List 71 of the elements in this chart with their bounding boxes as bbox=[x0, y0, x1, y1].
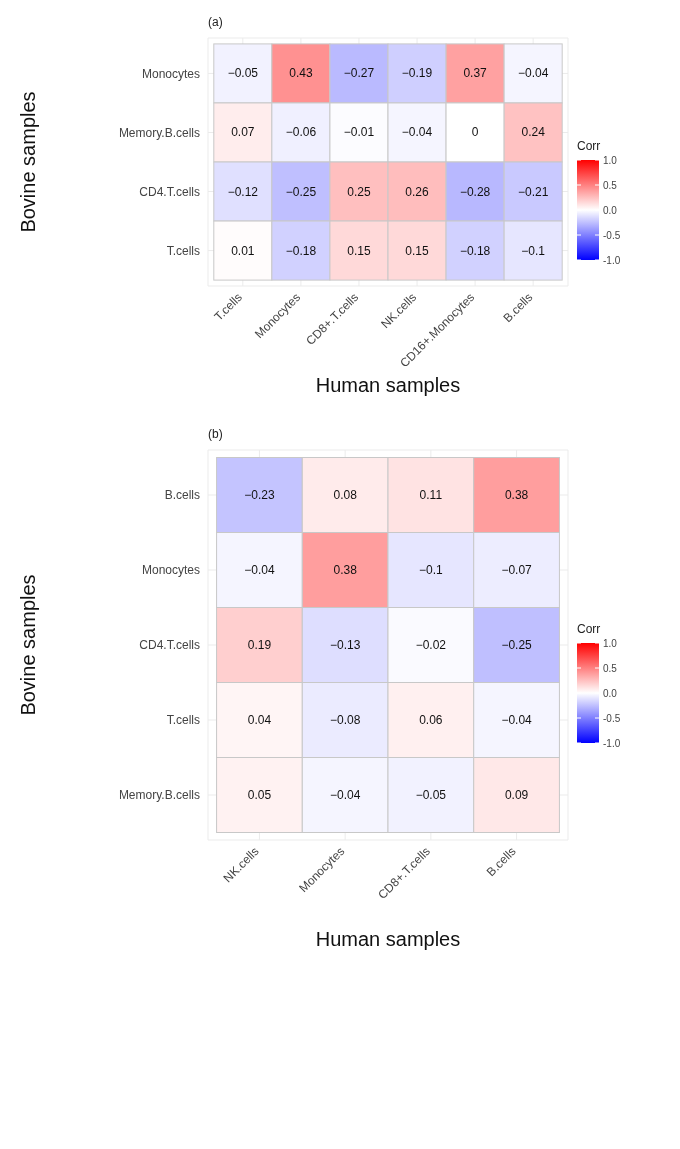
data-label: −0.1 bbox=[521, 243, 546, 258]
data-label: −0.05 bbox=[415, 788, 447, 802]
chart-title: (a) bbox=[208, 15, 223, 29]
data-label: −0.02 bbox=[415, 638, 447, 652]
data-label: −0.13 bbox=[329, 638, 361, 652]
color-bar-label: -1.0 bbox=[603, 738, 621, 749]
color-bar-label: 1.0 bbox=[603, 155, 618, 166]
color-bar-label: 0.5 bbox=[603, 663, 618, 674]
data-label: 0.07 bbox=[231, 125, 255, 140]
data-label: 0 bbox=[471, 125, 479, 140]
data-label: −0.25 bbox=[501, 638, 533, 652]
data-label: −0.18 bbox=[459, 243, 491, 258]
color-bar-title: Corr bbox=[577, 622, 601, 636]
data-label: 0.25 bbox=[347, 184, 371, 199]
data-label: −0.04 bbox=[244, 563, 275, 577]
data-label: −0.07 bbox=[501, 563, 533, 577]
y-tick-label: B.cells bbox=[164, 488, 200, 503]
color-bar-label: 1.0 bbox=[603, 638, 618, 649]
y-tick-label: CD4.T.cells bbox=[139, 184, 200, 199]
y-tick-label: T.cells bbox=[166, 713, 200, 728]
x-axis-title: Human samples bbox=[315, 374, 461, 396]
y-tick-label: Monocytes bbox=[141, 66, 200, 81]
y-tick-label: T.cells bbox=[166, 243, 200, 258]
data-label: −0.04 bbox=[329, 788, 361, 802]
data-label: 0.24 bbox=[521, 125, 546, 140]
y-tick-label: Monocytes bbox=[141, 563, 200, 578]
data-label: −0.06 bbox=[285, 125, 317, 140]
data-label: 0.15 bbox=[347, 243, 371, 258]
data-label: 0.37 bbox=[463, 66, 488, 81]
data-label: −0.04 bbox=[401, 125, 433, 140]
data-label: 0.38 bbox=[333, 563, 358, 577]
y-tick-label: CD4.T.cells bbox=[139, 638, 200, 653]
data-label: 0.26 bbox=[405, 184, 430, 199]
color-bar-label: -0.5 bbox=[603, 230, 621, 241]
y-axis-title: Bovine samples bbox=[17, 91, 40, 233]
data-label: 0.15 bbox=[405, 243, 430, 258]
data-label: −0.04 bbox=[501, 713, 533, 727]
color-bar-label: -1.0 bbox=[603, 255, 621, 266]
data-label: −0.25 bbox=[285, 184, 317, 199]
data-label: −0.05 bbox=[227, 66, 259, 81]
data-label: 0.08 bbox=[333, 488, 358, 502]
data-label: 0.43 bbox=[289, 66, 313, 81]
data-label: 0.01 bbox=[231, 243, 255, 258]
data-label: 0.09 bbox=[504, 788, 529, 802]
y-tick-label: Memory.B.cells bbox=[118, 788, 200, 803]
data-label: −0.18 bbox=[285, 243, 317, 258]
data-label: −0.19 bbox=[401, 66, 433, 81]
data-label: −0.01 bbox=[343, 125, 375, 140]
data-label: −0.21 bbox=[517, 184, 549, 199]
y-axis-title: Bovine samples bbox=[17, 574, 40, 716]
x-axis-title: Human samples bbox=[315, 928, 461, 950]
data-label: −0.27 bbox=[343, 66, 375, 81]
data-label: −0.12 bbox=[227, 184, 259, 199]
data-label: 0.04 bbox=[247, 713, 272, 727]
data-label: −0.08 bbox=[329, 713, 361, 727]
color-bar-label: -0.5 bbox=[603, 713, 621, 724]
data-label: 0.06 bbox=[419, 713, 443, 727]
data-label: 0.05 bbox=[247, 788, 272, 802]
data-label: −0.1 bbox=[419, 563, 444, 577]
color-bar-label: 0.5 bbox=[603, 180, 618, 191]
data-label: −0.04 bbox=[517, 66, 549, 81]
color-bar-label: 0.0 bbox=[603, 688, 618, 699]
chart-title: (b) bbox=[208, 427, 223, 441]
data-label: 0.11 bbox=[419, 488, 443, 502]
data-label: 0.19 bbox=[247, 638, 272, 652]
color-bar-title: Corr bbox=[577, 139, 601, 153]
color-bar-label: 0.0 bbox=[603, 205, 618, 216]
y-tick-label: Memory.B.cells bbox=[118, 125, 200, 140]
data-label: −0.28 bbox=[459, 184, 491, 199]
data-label: −0.23 bbox=[244, 488, 275, 502]
data-label: 0.38 bbox=[504, 488, 529, 502]
